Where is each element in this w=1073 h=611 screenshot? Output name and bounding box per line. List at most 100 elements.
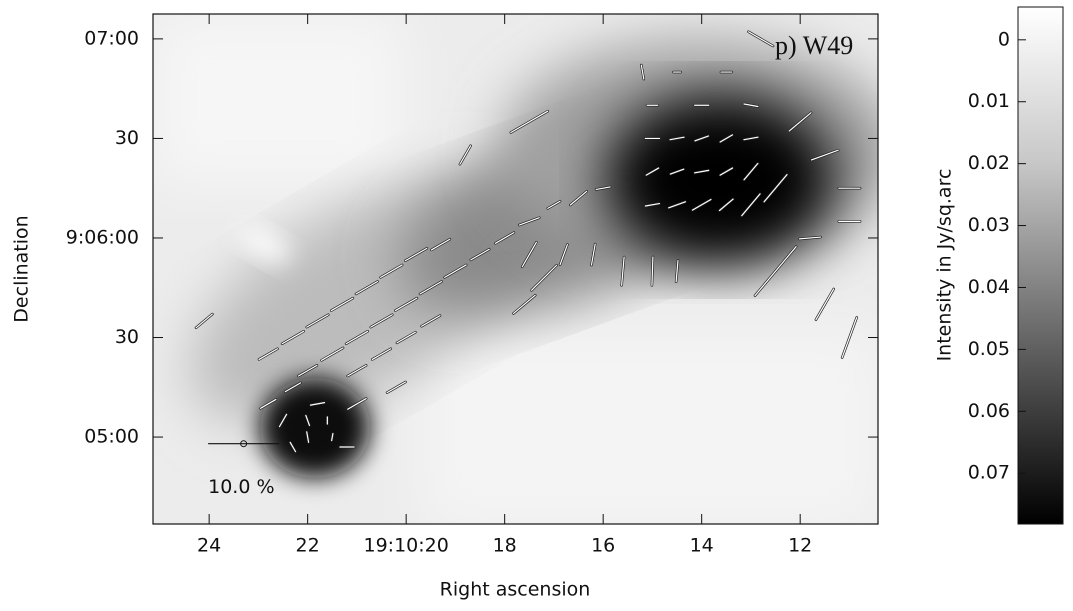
vector: [394, 296, 419, 312]
plot-frame: [152, 13, 879, 525]
vector-line: [741, 193, 761, 217]
vector: [369, 313, 394, 329]
colorbar-tick-label: 0.02: [968, 152, 1010, 174]
vector-line: [420, 315, 441, 327]
vector-line: [259, 398, 277, 409]
vector: [594, 185, 612, 191]
vector-line: [569, 190, 588, 206]
colorbar-tick-label: 0: [998, 28, 1010, 50]
vector-line: [668, 201, 686, 209]
vector-line: [518, 217, 540, 226]
vector: [650, 255, 655, 287]
vector: [810, 148, 840, 162]
intensity-image: [153, 14, 878, 524]
vector: [693, 134, 710, 143]
x-tick-label: 22: [296, 535, 320, 557]
vector: [346, 364, 368, 378]
scale-bar-center: [240, 440, 248, 448]
vector: [742, 135, 760, 141]
x-tick-label: 19:10:20: [363, 535, 448, 557]
vector: [320, 346, 345, 362]
vector: [280, 330, 305, 346]
vector: [747, 30, 775, 48]
vector-line: [747, 31, 774, 47]
vector-line: [309, 402, 326, 406]
vector: [742, 102, 760, 108]
vector: [644, 166, 660, 177]
vector: [257, 347, 279, 361]
vector-line: [320, 347, 344, 361]
vector-line: [419, 280, 443, 295]
vector-line: [694, 135, 709, 142]
vector-line: [645, 167, 660, 176]
vector: [840, 316, 859, 359]
x-tick-label: 24: [197, 535, 221, 557]
vector-line: [404, 247, 428, 262]
vector: [762, 173, 789, 204]
x-tick-label: 16: [591, 535, 615, 557]
vector: [309, 401, 326, 407]
vector-line: [394, 297, 418, 312]
vector-line: [743, 136, 759, 141]
vector-line: [590, 243, 596, 266]
vector-line: [330, 297, 354, 312]
vector: [546, 199, 562, 210]
vector: [798, 235, 822, 241]
vector: [418, 280, 443, 296]
x-tick-label: 18: [493, 535, 517, 557]
vector: [517, 216, 541, 227]
vector: [740, 192, 762, 217]
vector: [668, 135, 686, 141]
vector: [530, 263, 558, 292]
vector: [395, 330, 417, 345]
vector: [569, 190, 589, 207]
vector: [458, 144, 472, 166]
vector-line: [494, 232, 515, 244]
vector-line: [644, 202, 661, 207]
vector: [640, 63, 646, 81]
vector: [305, 313, 330, 329]
colorbar-title: Intensity in Jy/sq.arc: [934, 169, 956, 362]
y-axis-title: Declination: [11, 215, 33, 322]
vector-line: [841, 316, 858, 359]
panel-label: p) W49: [775, 31, 853, 60]
vector: [304, 414, 311, 427]
vector: [512, 293, 537, 315]
colorbar-tick-label: 0.03: [968, 214, 1010, 236]
vector-line: [521, 241, 537, 268]
vector: [330, 296, 355, 312]
vector-line: [798, 236, 822, 240]
vector: [305, 430, 310, 444]
vector: [667, 200, 687, 210]
vector-line: [306, 314, 329, 328]
vector-line: [306, 431, 310, 443]
vector: [674, 259, 680, 284]
vector: [469, 247, 491, 262]
vector-line: [430, 238, 451, 251]
colorbar: [1017, 6, 1064, 525]
vector-line: [289, 441, 297, 453]
vector-line: [719, 167, 734, 176]
vector: [814, 287, 835, 322]
vector: [297, 364, 319, 378]
vector: [494, 231, 516, 245]
vector: [371, 347, 393, 361]
vector-line: [669, 136, 685, 141]
vector-line: [278, 413, 288, 428]
vector: [330, 432, 335, 442]
vector-line: [510, 110, 549, 134]
vector: [693, 169, 710, 175]
vector-line: [815, 288, 835, 321]
vector: [620, 255, 626, 287]
y-tick-label: 07:00: [84, 27, 139, 49]
vector: [691, 198, 713, 212]
vector-line: [694, 169, 710, 174]
vector-line: [675, 259, 679, 283]
vector: [259, 398, 278, 410]
x-tick-label: 14: [690, 535, 714, 557]
vector: [194, 312, 214, 330]
scale-bar-label: 10.0 %: [208, 476, 274, 498]
vector-line: [258, 348, 279, 361]
vector: [443, 263, 468, 279]
